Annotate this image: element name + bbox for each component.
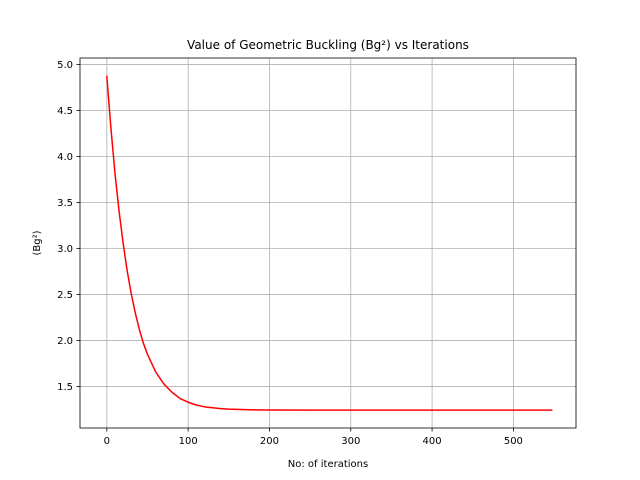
y-tick-label: 2.5	[57, 290, 73, 301]
series-layer	[106, 75, 553, 411]
grid-lines	[80, 58, 576, 428]
y-axis-title: (Bg²)	[32, 230, 43, 255]
x-tick-label: 200	[260, 436, 279, 447]
y-tick-label: 3.0	[57, 244, 73, 255]
y-tick-label: 4.0	[57, 152, 73, 163]
series-line	[106, 75, 553, 411]
y-tick-label: 5.0	[57, 60, 73, 71]
plot-frame	[79, 57, 577, 429]
x-tick-label: 0	[104, 436, 110, 447]
y-tick-label: 4.5	[57, 106, 73, 117]
chart-title: Value of Geometric Buckling (Bg²) vs Ite…	[187, 38, 469, 52]
x-tick-label: 300	[341, 436, 360, 447]
y-tick-label: 3.5	[57, 198, 73, 209]
axis-ticks: 0 100 200 300 400 500 1.5 2.0 2.5 3.0 3.5 4.0 4.5 5.0	[57, 60, 523, 447]
x-axis-title: No: of iterations	[288, 459, 368, 470]
x-tick-label: 100	[179, 436, 198, 447]
y-tick-label: 2.0	[57, 336, 73, 347]
x-tick-label: 500	[504, 436, 523, 447]
x-tick-label: 400	[423, 436, 442, 447]
y-tick-label: 1.5	[57, 382, 73, 393]
